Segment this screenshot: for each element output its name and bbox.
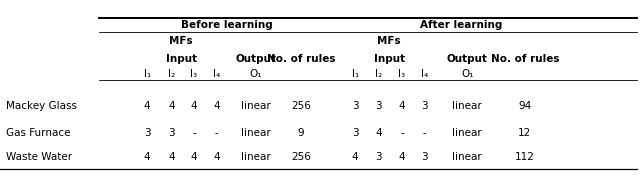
Text: -: - [422,128,426,138]
Text: 4: 4 [144,152,150,162]
Text: No. of rules: No. of rules [490,54,559,64]
Text: 4: 4 [144,102,150,111]
Text: O₁: O₁ [461,69,474,79]
Text: 9: 9 [298,128,304,138]
Text: 3: 3 [421,102,428,111]
Text: MFs: MFs [378,36,401,46]
Text: I₁: I₁ [351,69,359,79]
Text: 4: 4 [352,152,358,162]
Text: 4: 4 [213,152,220,162]
Text: O₁: O₁ [250,69,262,79]
Text: 3: 3 [352,128,358,138]
Text: Waste Water: Waste Water [6,152,72,162]
Text: 4: 4 [168,102,175,111]
Text: Input: Input [374,54,404,64]
Text: 256: 256 [291,152,311,162]
Text: I₃: I₃ [398,69,406,79]
Text: Output: Output [447,54,488,64]
Text: 4: 4 [399,152,405,162]
Text: MFs: MFs [170,36,193,46]
Text: -: - [214,128,218,138]
Text: I₄: I₄ [212,69,220,79]
Text: Input: Input [166,54,196,64]
Text: I₃: I₃ [190,69,198,79]
Text: linear: linear [241,152,271,162]
Text: Mackey Glass: Mackey Glass [6,102,77,111]
Text: I₄: I₄ [420,69,428,79]
Text: No. of rules: No. of rules [266,54,335,64]
Text: 12: 12 [518,128,531,138]
Text: 94: 94 [518,102,531,111]
Text: linear: linear [452,152,482,162]
Text: linear: linear [452,102,482,111]
Text: linear: linear [452,128,482,138]
Text: 3: 3 [421,152,428,162]
Text: 4: 4 [376,128,382,138]
Text: I₂: I₂ [375,69,383,79]
Text: 4: 4 [213,102,220,111]
Text: linear: linear [241,102,271,111]
Text: 3: 3 [144,128,150,138]
Text: 3: 3 [376,152,382,162]
Text: linear: linear [241,128,271,138]
Text: 3: 3 [168,128,175,138]
Text: I₁: I₁ [143,69,151,79]
Text: Gas Furnace: Gas Furnace [6,128,71,138]
Text: 4: 4 [168,152,175,162]
Text: 112: 112 [515,152,535,162]
Text: 4: 4 [191,102,197,111]
Text: -: - [192,128,196,138]
Text: Before learning: Before learning [181,20,273,30]
Text: Output: Output [236,54,276,64]
Text: 4: 4 [399,102,405,111]
Text: 256: 256 [291,102,311,111]
Text: 4: 4 [191,152,197,162]
Text: I₂: I₂ [168,69,175,79]
Text: 3: 3 [352,102,358,111]
Text: -: - [400,128,404,138]
Text: After learning: After learning [420,20,502,30]
Text: 3: 3 [376,102,382,111]
